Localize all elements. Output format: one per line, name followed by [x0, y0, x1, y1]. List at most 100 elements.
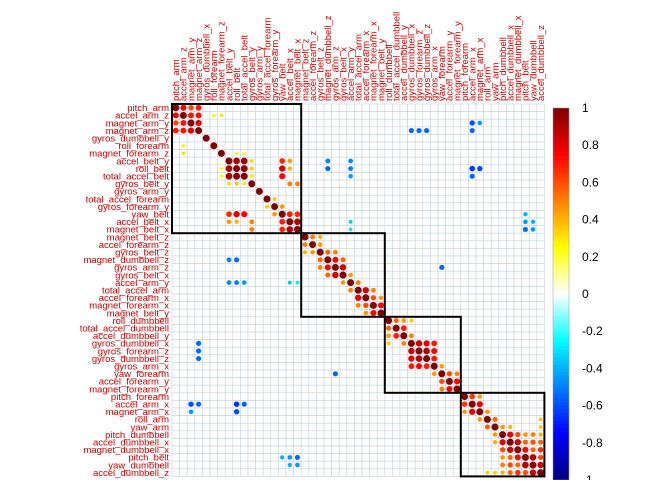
correlation-circle	[492, 416, 498, 423]
column-label: accel_belt_y	[224, 48, 235, 101]
grid-cell	[247, 232, 256, 242]
grid-cell	[202, 118, 211, 128]
grid-cell	[513, 141, 522, 150]
grid-cell	[224, 362, 234, 371]
colorbar-segment	[553, 279, 569, 284]
grid-cell	[528, 172, 538, 181]
grid-cell	[240, 263, 249, 272]
grid-cell	[354, 377, 363, 386]
grid-cell	[179, 232, 188, 242]
grid-cell	[171, 407, 180, 416]
grid-cell	[513, 202, 522, 211]
grid-cell	[217, 407, 226, 416]
correlation-circle	[407, 355, 415, 363]
grid-cell	[308, 392, 317, 401]
grid-cell	[414, 445, 424, 454]
grid-cell	[528, 156, 538, 166]
grid-cell	[308, 225, 317, 234]
grid-cell	[270, 453, 279, 462]
grid-cell	[338, 422, 348, 432]
grid-cell	[437, 438, 446, 447]
grid-cell	[528, 263, 538, 272]
grid-cell	[270, 438, 279, 447]
correlation-circle	[264, 204, 270, 209]
grid-cell	[528, 377, 538, 386]
row-label: accel_dumbbell_x	[93, 438, 169, 449]
grid-cell	[255, 240, 264, 249]
grid-cell	[483, 149, 492, 158]
grid-cell	[293, 187, 302, 196]
grid-cell	[506, 293, 515, 302]
grid-cell	[452, 217, 462, 226]
grid-cell	[338, 202, 348, 211]
correlation-circle	[294, 462, 300, 468]
grid-cell	[247, 468, 256, 477]
grid-cell	[285, 438, 294, 447]
grid-cell	[232, 362, 241, 371]
grid-cell	[331, 415, 340, 424]
grid-cell	[361, 134, 370, 143]
grid-cell	[521, 270, 530, 280]
grid-cell	[270, 384, 279, 394]
grid-cell	[278, 293, 287, 302]
grid-cell	[179, 422, 188, 432]
grid-cell	[308, 187, 317, 196]
grid-cell	[270, 278, 279, 287]
grid-cell	[506, 126, 515, 135]
grid-cell	[468, 460, 477, 470]
grid-cell	[209, 134, 218, 143]
grid-cell	[338, 194, 348, 204]
grid-cell	[536, 354, 545, 363]
grid-cell	[308, 400, 317, 409]
grid-cell	[468, 141, 477, 150]
grid-cell	[490, 240, 500, 249]
grid-cell	[240, 392, 249, 401]
grid-cell	[430, 445, 439, 454]
grid-cell	[521, 293, 530, 302]
grid-cell	[468, 346, 477, 356]
grid-cell	[384, 453, 393, 462]
grid-cell	[422, 430, 431, 439]
correlation-circle	[287, 158, 293, 164]
grid-cell	[536, 384, 545, 394]
grid-cell	[392, 217, 401, 226]
row-label: pitch_dumbbell	[105, 430, 169, 441]
grid-cell	[475, 362, 484, 371]
grid-cell	[209, 362, 218, 371]
grid-cell	[498, 346, 507, 356]
grid-cell	[376, 369, 386, 378]
grid-cell	[506, 248, 515, 257]
correlation-circle	[522, 219, 529, 225]
row-label: magnet_forearm_x	[89, 301, 169, 312]
grid-cell	[186, 346, 196, 356]
grid-cell	[300, 179, 310, 188]
grid-cell	[217, 270, 226, 280]
grid-cell	[414, 460, 424, 470]
colorbar-segment	[553, 275, 569, 280]
grid-cell	[255, 354, 264, 363]
grid-cell	[361, 369, 370, 378]
grid-cell	[217, 468, 226, 477]
grid-cell	[224, 141, 234, 150]
grid-cell	[498, 415, 507, 424]
colorbar-segment	[553, 197, 569, 202]
correlation-circle	[407, 339, 416, 348]
column-label: accel_dumbbell_z	[536, 25, 547, 101]
grid-cell	[407, 111, 416, 120]
grid-cell	[285, 324, 294, 333]
grid-cell	[490, 111, 500, 120]
grid-cell	[437, 308, 446, 318]
grid-cell	[452, 270, 462, 280]
grid-cell	[361, 232, 370, 242]
grid-cell	[293, 156, 302, 166]
grid-cell	[202, 172, 211, 181]
grid-cell	[240, 248, 249, 257]
correlation-circle	[445, 377, 454, 386]
grid-cell	[331, 301, 340, 310]
grid-cell	[445, 141, 454, 150]
grid-cell	[498, 270, 507, 280]
grid-cell	[422, 400, 431, 409]
correlation-circle	[386, 341, 391, 346]
grid-cell	[460, 445, 469, 454]
grid-cell	[430, 210, 439, 219]
